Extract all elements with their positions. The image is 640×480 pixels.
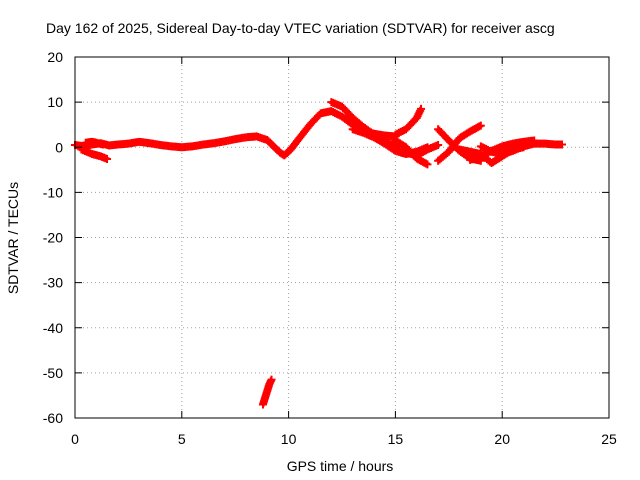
y-tick-label: -40 [43,320,63,336]
x-tick-label: 25 [601,431,617,447]
grid-lines [75,57,609,418]
y-tick-label: 20 [47,49,63,65]
x-tick-label: 10 [281,431,297,447]
y-tick-label: -10 [43,184,63,200]
data-point [423,160,432,169]
data-point [98,140,107,149]
x-tick-label: 15 [388,431,404,447]
data-point [267,375,276,384]
y-tick-label: -20 [43,230,63,246]
data-points [71,98,567,409]
data-point [476,121,485,130]
y-tick-label: -50 [43,365,63,381]
y-axis-title: SDTVAR / TECUs [5,182,21,294]
y-tick-label: 0 [55,139,63,155]
y-tick-label: -60 [43,410,63,426]
x-axis-title: GPS time / hours [287,458,394,474]
y-tick-label: -30 [43,275,63,291]
x-tick-label: 20 [494,431,510,447]
data-point [417,104,426,113]
data-point [434,140,443,149]
axis-ticks: 0 5 10 15 20 25 -60 -50 -40 -30 -20 -10 0 10 20 [43,49,617,447]
x-tick-label: 0 [71,431,79,447]
x-tick-label: 5 [178,431,186,447]
data-point [558,140,567,149]
chart-title: Day 162 of 2025, Sidereal Day-to-day VTE… [46,20,555,36]
y-tick-label: 10 [47,94,63,110]
data-point [103,154,112,163]
